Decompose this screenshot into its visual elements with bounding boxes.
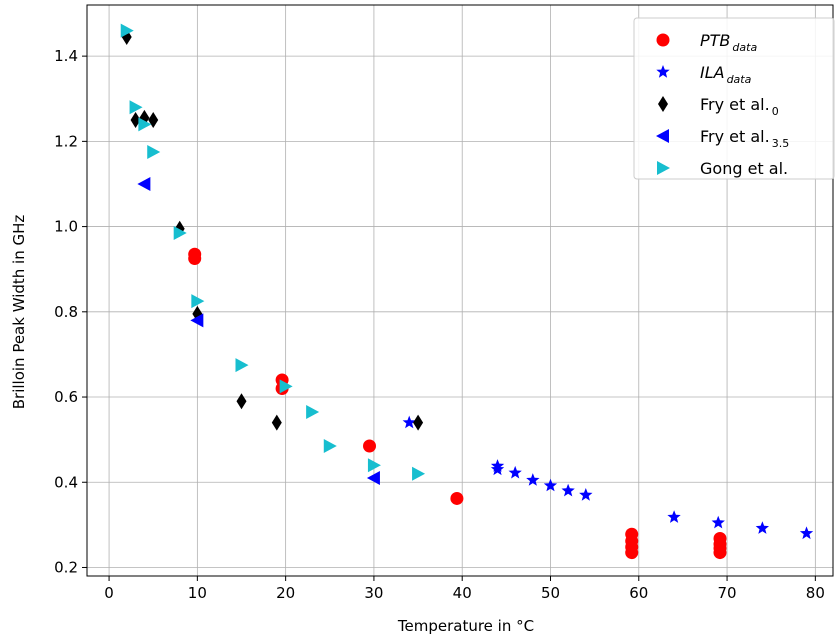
data-point bbox=[236, 393, 247, 410]
data-point bbox=[235, 358, 249, 373]
data-point bbox=[508, 465, 522, 479]
data-point bbox=[402, 415, 416, 429]
x-tick-label: 70 bbox=[718, 584, 737, 602]
data-point bbox=[543, 478, 558, 492]
data-point bbox=[173, 225, 187, 240]
x-tick-label: 40 bbox=[453, 584, 472, 602]
data-point bbox=[147, 145, 161, 160]
data-point bbox=[711, 515, 725, 529]
y-tick-label: 1.0 bbox=[54, 218, 78, 236]
plot-frame bbox=[86, 4, 834, 577]
legend-box bbox=[633, 17, 835, 180]
data-point bbox=[799, 526, 814, 540]
x-axis-label: Temperature in °C bbox=[397, 617, 534, 635]
data-point bbox=[579, 488, 593, 501]
legend-marker bbox=[656, 129, 669, 143]
legend: PTB data ILA data Fry et al. 0 Fry et al. 3.5 Go… bbox=[633, 17, 835, 180]
data-point bbox=[121, 28, 132, 45]
data-point bbox=[363, 439, 377, 453]
data-point bbox=[625, 546, 639, 560]
x-tick-label: 20 bbox=[276, 584, 295, 602]
legend-label: ILA data bbox=[700, 63, 752, 86]
data-point bbox=[191, 294, 205, 309]
x-tick-label: 0 bbox=[104, 584, 114, 602]
y-tick-label: 1.4 bbox=[54, 47, 78, 65]
legend-label: Gong et al. bbox=[700, 159, 788, 178]
series-1 bbox=[402, 415, 814, 540]
series-4 bbox=[120, 23, 426, 481]
legend-marker bbox=[656, 33, 670, 47]
legend-label: Fry et al. 0 bbox=[700, 95, 779, 118]
data-point bbox=[323, 439, 337, 454]
data-point bbox=[129, 100, 143, 115]
series-2 bbox=[121, 28, 424, 431]
x-tick-label: 10 bbox=[188, 584, 207, 602]
data-point bbox=[526, 473, 540, 486]
data-point bbox=[130, 112, 141, 129]
data-point bbox=[138, 117, 152, 132]
legend-label: Fry et al. 3.5 bbox=[700, 127, 789, 150]
data-marks bbox=[120, 23, 814, 560]
series-3 bbox=[137, 176, 380, 485]
data-point bbox=[561, 483, 575, 497]
data-point bbox=[137, 176, 151, 191]
data-point bbox=[271, 414, 282, 431]
y-tick-label: 0.2 bbox=[54, 558, 78, 576]
y-axis-label: Brilloin Peak Width in GHz bbox=[10, 215, 28, 410]
legend-marker bbox=[656, 65, 670, 78]
data-point bbox=[190, 313, 204, 328]
x-tick-label: 60 bbox=[629, 584, 648, 602]
y-tick-label: 0.4 bbox=[54, 473, 78, 491]
data-point bbox=[366, 470, 380, 485]
data-point bbox=[120, 23, 134, 38]
y-tick-label: 1.2 bbox=[54, 132, 78, 150]
data-point bbox=[279, 379, 293, 394]
legend-marker bbox=[657, 161, 670, 175]
data-point bbox=[713, 546, 727, 560]
data-point bbox=[450, 491, 464, 505]
legend-marker bbox=[658, 96, 668, 112]
data-point bbox=[188, 252, 202, 266]
data-point bbox=[667, 510, 681, 523]
series-0 bbox=[188, 247, 727, 560]
x-tick-label: 30 bbox=[364, 584, 383, 602]
x-tick-label: 80 bbox=[806, 584, 825, 602]
data-point bbox=[755, 521, 769, 534]
data-point bbox=[413, 414, 424, 431]
x-tick-label: 50 bbox=[541, 584, 560, 602]
data-point bbox=[490, 462, 505, 476]
axis-ticks: 0 10 20 30 40 50 60 70 80 0.2 0.4 0.6 0.8 1.0 1.2 1.4 bbox=[54, 47, 825, 602]
y-tick-label: 0.8 bbox=[54, 303, 78, 321]
data-point bbox=[148, 112, 159, 129]
data-point bbox=[412, 466, 426, 481]
data-point bbox=[367, 458, 381, 473]
y-tick-label: 0.6 bbox=[54, 388, 78, 406]
grid-lines bbox=[87, 5, 833, 576]
legend-label: PTB data bbox=[700, 31, 757, 54]
data-point bbox=[306, 404, 320, 419]
